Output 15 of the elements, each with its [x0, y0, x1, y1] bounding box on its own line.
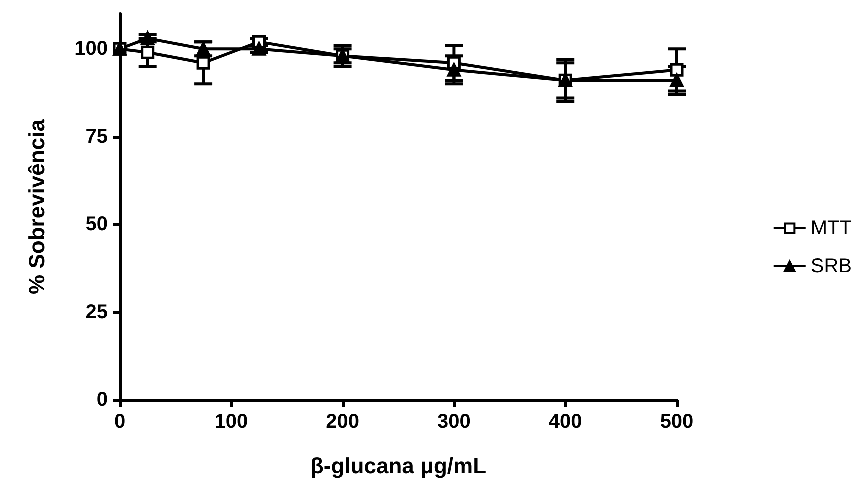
- y-axis-title: % Sobrevivência: [24, 118, 50, 294]
- y-tick-label: 50: [86, 214, 108, 236]
- y-tick-label: 25: [86, 301, 108, 324]
- y-tick-label: 100: [74, 38, 108, 60]
- legend-label: SRB: [810, 256, 852, 278]
- legend-label: MTT: [810, 218, 852, 240]
- x-axis-title: β-glucana μg/mL: [310, 454, 487, 478]
- x-tick-label: 200: [326, 411, 360, 433]
- y-tick-label: 75: [86, 126, 108, 148]
- x-tick-label: 100: [214, 411, 248, 433]
- x-tick-label: 0: [114, 411, 126, 433]
- x-tick-label: 400: [548, 411, 582, 433]
- x-tick-label: 500: [660, 411, 694, 433]
- y-tick-label: 0: [96, 389, 108, 411]
- x-tick-label: 300: [438, 411, 471, 433]
